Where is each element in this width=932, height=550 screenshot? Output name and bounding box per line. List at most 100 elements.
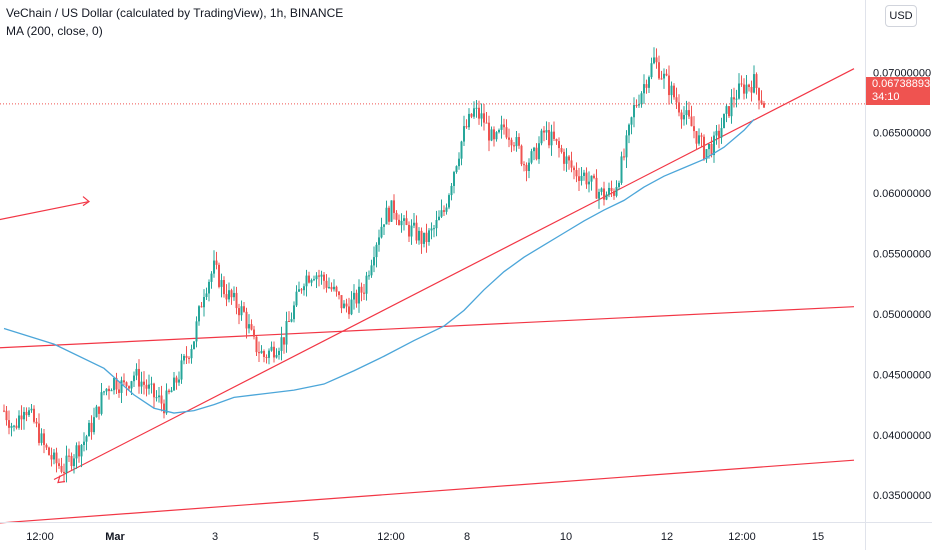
- price-tick-label: 0.06000000: [873, 188, 931, 200]
- candle-body: [8, 420, 10, 428]
- arrow-head: [57, 475, 66, 484]
- candle-body: [200, 306, 203, 308]
- candle-body: [658, 62, 660, 79]
- candle-body: [598, 191, 600, 199]
- price-tick-label: 0.07000000: [873, 67, 931, 79]
- candle-body: [158, 395, 160, 398]
- candle-body: [443, 210, 445, 212]
- price-axis[interactable]: 0.07000000 0.06500000 0.06000000 0.05500000…: [873, 67, 931, 502]
- time-tick-label: 12: [661, 531, 673, 543]
- candle-body: [38, 423, 40, 443]
- candle-body: [670, 85, 673, 96]
- candle-body: [545, 130, 548, 133]
- candle-body: [250, 324, 253, 330]
- candle-body: [350, 299, 353, 315]
- candle-body: [323, 274, 325, 281]
- candle-body: [530, 151, 533, 163]
- candle-body: [465, 126, 468, 128]
- candle-body: [43, 433, 45, 445]
- arrow-drawings[interactable]: [57, 196, 91, 484]
- candle-body: [90, 422, 93, 433]
- candle-body: [593, 175, 595, 178]
- trendline[interactable]: [0, 306, 855, 349]
- candle-body: [48, 447, 50, 456]
- candle-body: [683, 115, 685, 120]
- candle-body: [718, 130, 720, 138]
- candle-body: [88, 422, 90, 437]
- candle-body: [690, 116, 693, 127]
- trendline[interactable]: [0, 459, 855, 524]
- candle-body: [660, 78, 663, 80]
- candle-body: [713, 135, 715, 156]
- candle-body: [478, 107, 480, 119]
- candle-body: [368, 275, 370, 277]
- candle-body: [745, 84, 748, 94]
- candle-body: [63, 471, 65, 474]
- candle-body: [603, 188, 605, 200]
- currency-button[interactable]: USD: [885, 5, 917, 27]
- candle-body: [455, 166, 458, 173]
- candle-body: [55, 452, 58, 464]
- candle-body: [605, 194, 608, 200]
- candle-body: [715, 130, 718, 136]
- chart-title: VeChain / US Dollar (calculated by Tradi…: [6, 6, 344, 20]
- price-tick-label: 0.04500000: [873, 369, 931, 381]
- candle-body: [458, 158, 460, 167]
- candle-body: [475, 107, 478, 109]
- candle-body: [563, 151, 565, 164]
- candle-body: [753, 74, 755, 93]
- candle-body: [313, 279, 315, 281]
- candle-body: [740, 83, 743, 85]
- last-price-value: 0.06738893: [872, 78, 931, 90]
- candle-body: [675, 97, 678, 103]
- candle-body: [510, 139, 513, 146]
- candle-body: [220, 280, 223, 287]
- candle-body: [623, 156, 625, 158]
- time-axis[interactable]: 12:00 Mar 3 5 12:00 8 10 12 12:00 15: [26, 531, 824, 543]
- candle-body: [98, 406, 100, 414]
- candle-body: [280, 337, 283, 351]
- candle-body: [673, 85, 675, 98]
- candle-body: [188, 357, 190, 359]
- candle-body: [288, 321, 290, 323]
- plot-area[interactable]: [0, 0, 865, 522]
- candle-body: [705, 149, 708, 160]
- indicator-label[interactable]: MA (200, close, 0): [6, 24, 103, 38]
- candle-body: [553, 131, 555, 139]
- candle-body: [440, 210, 443, 217]
- candle-body: [15, 425, 18, 428]
- candle-body: [450, 185, 453, 196]
- ma-200-line: [3, 118, 755, 414]
- candle-body: [328, 286, 330, 288]
- candle-body: [725, 106, 728, 114]
- candle-body: [298, 289, 300, 292]
- candle-body: [408, 224, 410, 237]
- candle-body: [60, 465, 63, 472]
- candle-body: [393, 200, 395, 213]
- trendline[interactable]: [0, 200, 90, 221]
- candle-body: [305, 275, 308, 287]
- time-tick-label: 8: [464, 531, 470, 543]
- candle-body: [435, 220, 438, 229]
- candle-body: [3, 410, 5, 412]
- candle-body: [738, 83, 740, 99]
- candle-body: [708, 144, 710, 150]
- candle-body: [205, 293, 208, 297]
- candle-body: [695, 131, 698, 144]
- candle-body: [460, 141, 463, 159]
- candle-body: [365, 275, 368, 294]
- candle-body: [78, 445, 80, 457]
- candle-body: [270, 346, 273, 351]
- candle-body: [190, 348, 193, 359]
- candle-body: [500, 124, 503, 130]
- candle-body: [588, 181, 590, 185]
- candle-body: [485, 122, 488, 124]
- candle-body: [488, 122, 490, 141]
- candle-body: [295, 291, 298, 306]
- candle-body: [403, 218, 405, 221]
- candle-body: [150, 383, 153, 385]
- candle-body: [410, 225, 413, 237]
- time-tick-label: 5: [313, 531, 319, 543]
- candle-body: [560, 148, 563, 152]
